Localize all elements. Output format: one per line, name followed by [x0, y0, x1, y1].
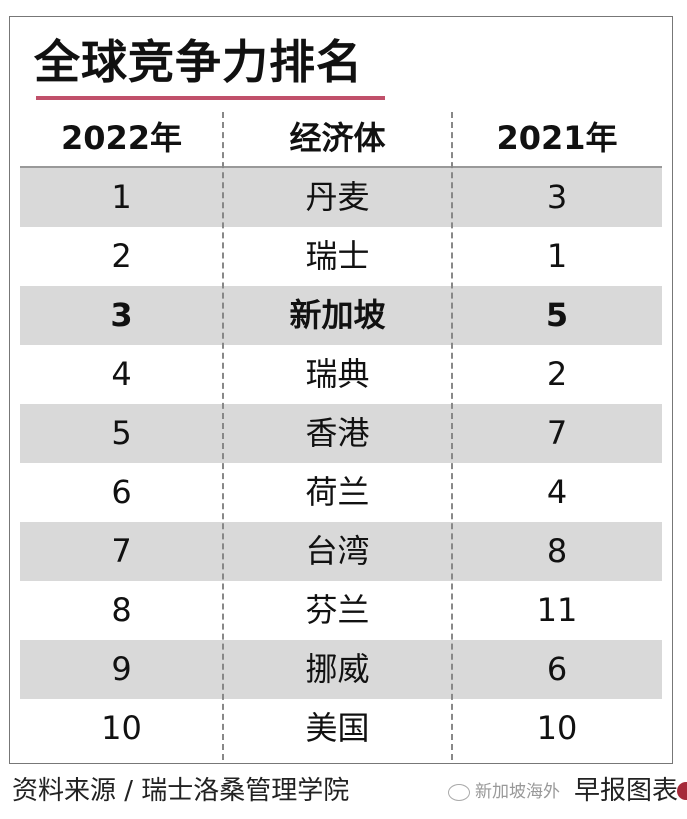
economy-name: 瑞典: [305, 355, 370, 393]
economy-name: 台湾: [305, 532, 370, 570]
rank-2021: 8: [546, 532, 568, 570]
rank-2022: 10: [101, 709, 142, 747]
table-row: 9 挪威 6: [20, 640, 662, 699]
rank-2022: 5: [111, 414, 132, 452]
column-divider: [222, 112, 224, 760]
table-row: 3 新加坡 5: [20, 286, 662, 345]
rank-2021: 5: [545, 296, 569, 334]
rank-2021: 11: [536, 591, 578, 629]
rank-2022: 7: [111, 532, 132, 570]
economy-name: 挪威: [305, 650, 370, 688]
rank-2022: 8: [111, 591, 132, 629]
economy-name: 丹麦: [305, 178, 370, 216]
table-row: 2 瑞士 1: [20, 227, 662, 286]
economy-name: 香港: [305, 414, 370, 452]
header-2021: 2021年: [496, 119, 618, 157]
header-economy: 经济体: [289, 119, 386, 157]
rank-2022: 4: [111, 355, 132, 393]
rank-2021: 6: [546, 650, 568, 688]
watermark-text: 新加坡海外: [475, 782, 560, 802]
table-row: 8 芬兰 11: [20, 581, 662, 640]
economy-name: 荷兰: [305, 473, 370, 511]
rank-2021: 7: [546, 414, 568, 452]
rank-2022: 6: [111, 473, 132, 511]
brand-label: 早报图表: [574, 776, 679, 806]
watermark: 新加坡海外: [448, 780, 560, 804]
header-2022: 2022年: [60, 119, 183, 157]
economy-name: 新加坡: [289, 296, 386, 334]
rank-2022: 2: [111, 237, 132, 275]
table-row: 5 香港 7: [20, 404, 662, 463]
table-row: 6 荷兰 4: [20, 463, 662, 522]
rank-2021: 3: [546, 178, 568, 216]
badge-icon: [677, 782, 687, 800]
table-row: 4 瑞典 2: [20, 345, 662, 404]
wechat-icon: [448, 783, 470, 801]
economy-name: 芬兰: [305, 591, 370, 629]
rank-2021: 2: [546, 355, 568, 393]
economy-name: 美国: [305, 709, 370, 747]
rank-2022: 3: [110, 296, 133, 334]
column-divider: [451, 112, 453, 760]
header-divider: [20, 166, 662, 168]
title-underline: [36, 96, 385, 100]
rank-2022: 9: [111, 650, 132, 688]
ranking-table: 1 丹麦 3 2 瑞士 1 3 新加坡 5 4 瑞典 2 5 香港 7 6 荷兰 4 7 台湾 8 8 芬兰 11 9 挪威 6 10…: [20, 168, 662, 758]
rank-2022: 1: [111, 178, 132, 216]
economy-name: 瑞士: [305, 237, 370, 275]
rank-2021: 1: [546, 237, 568, 275]
rank-2021: 4: [546, 473, 568, 511]
table-row: 1 丹麦 3: [20, 168, 662, 227]
chart-frame: [9, 16, 673, 764]
rank-2021: 10: [536, 709, 578, 747]
page-title: 全球竞争力排名: [34, 35, 363, 89]
table-row: 10 美国 10: [20, 699, 662, 758]
source-note: 资料来源 / 瑞士洛桑管理学院: [12, 776, 350, 806]
table-row: 7 台湾 8: [20, 522, 662, 581]
